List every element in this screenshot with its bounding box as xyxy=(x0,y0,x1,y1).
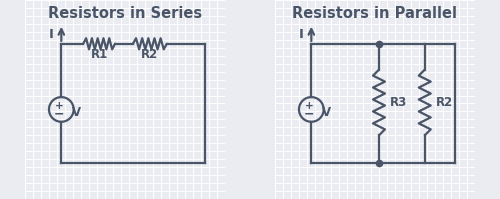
Text: −: − xyxy=(54,107,64,120)
Text: Resistors in Parallel: Resistors in Parallel xyxy=(292,6,458,21)
Text: −: − xyxy=(304,107,314,120)
Text: R1: R1 xyxy=(90,48,108,61)
Text: I: I xyxy=(49,28,54,41)
Text: I: I xyxy=(299,28,304,41)
Text: R2: R2 xyxy=(142,48,158,61)
Text: R3: R3 xyxy=(390,96,407,109)
Text: R2: R2 xyxy=(436,96,453,109)
Text: Resistors in Series: Resistors in Series xyxy=(48,6,202,21)
Text: V: V xyxy=(72,106,82,119)
Text: +: + xyxy=(304,101,314,111)
Text: +: + xyxy=(54,101,64,111)
Text: V: V xyxy=(322,106,332,119)
